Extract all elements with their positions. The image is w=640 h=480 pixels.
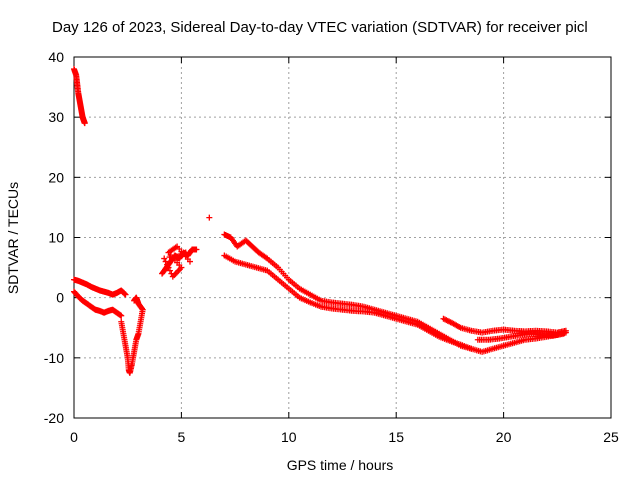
data-point [122, 291, 129, 298]
axis-ticks: 0 5 10 15 20 25 -20 -10 0 10 20 30 40 [44, 49, 619, 445]
data-point [162, 258, 169, 265]
y-tick-label: 20 [48, 169, 64, 185]
y-tick-label: 10 [48, 230, 64, 246]
data-point [164, 261, 171, 268]
data-points [71, 66, 569, 376]
y-tick-label: 0 [56, 290, 64, 306]
data-point [206, 214, 213, 221]
data-point [131, 297, 138, 304]
x-tick-label: 20 [496, 429, 512, 445]
data-point [81, 120, 88, 127]
x-tick-label: 25 [603, 429, 619, 445]
y-tick-label: 30 [48, 109, 64, 125]
data-point [188, 248, 195, 255]
data-point [121, 290, 128, 297]
data-point [166, 267, 173, 274]
x-axis-label: GPS time / hours [287, 457, 394, 473]
x-tick-label: 5 [178, 429, 186, 445]
data-point [560, 330, 567, 337]
x-tick-label: 10 [281, 429, 297, 445]
y-tick-label: 40 [48, 49, 64, 65]
grid [74, 57, 611, 418]
data-point [165, 264, 172, 271]
y-axis-label: SDTVAR / TECUs [5, 182, 21, 294]
data-point [161, 255, 168, 262]
x-tick-label: 15 [388, 429, 404, 445]
chart-title: Day 126 of 2023, Sidereal Day-to-day VTE… [52, 19, 588, 36]
data-point [193, 246, 200, 253]
x-tick-label: 0 [70, 429, 78, 445]
y-tick-label: -10 [44, 350, 64, 366]
data-point [186, 258, 193, 265]
y-tick-label: -20 [44, 410, 64, 426]
data-point [118, 312, 125, 319]
data-point [562, 327, 569, 334]
data-point [468, 345, 475, 352]
